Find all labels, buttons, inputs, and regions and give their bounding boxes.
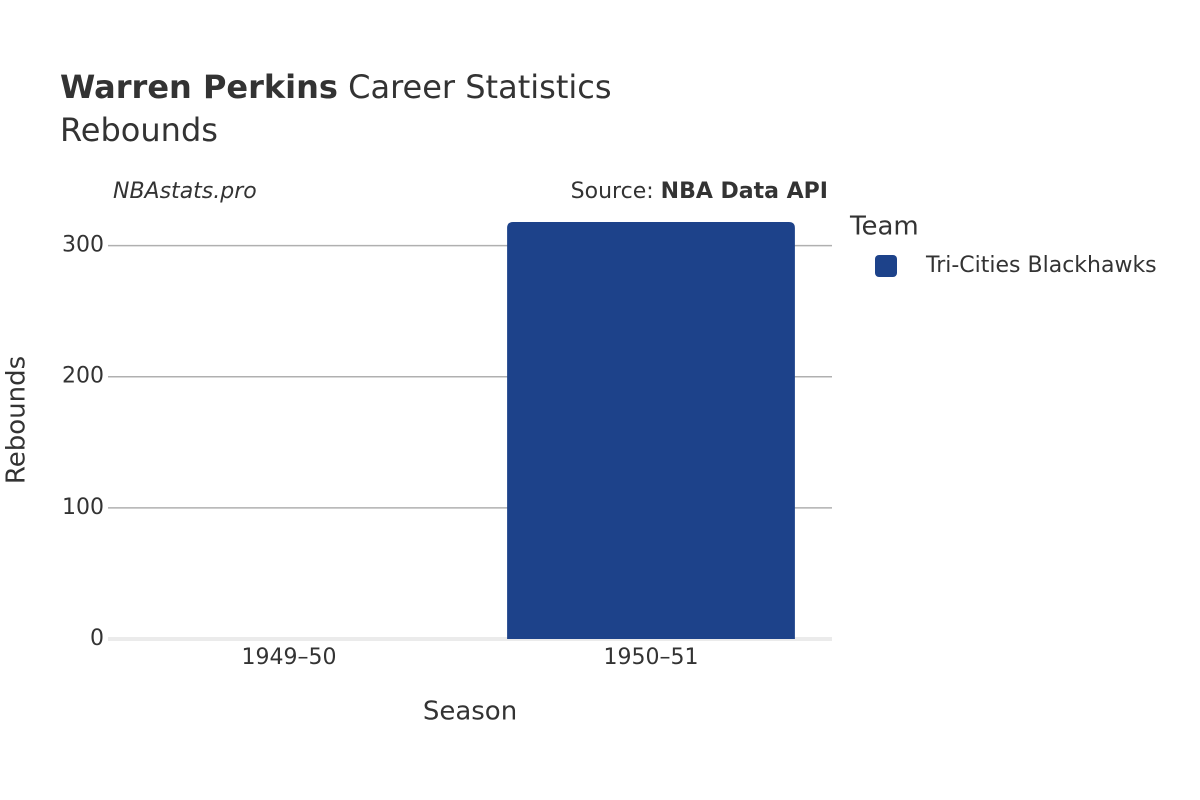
title-rest: Career Statistics	[348, 68, 611, 106]
x-axis-title: Season	[423, 697, 517, 727]
legend-title: Team	[849, 212, 919, 242]
source: Source: NBA Data API	[571, 179, 828, 204]
y-tick-label: 200	[62, 364, 104, 389]
source-label: Source:	[571, 179, 654, 204]
watermark: NBAstats.pro	[113, 179, 257, 204]
y-tick-label: 300	[62, 233, 104, 258]
x-tick-label: 1950–51	[604, 645, 699, 670]
x-tick-label: 1949–50	[242, 645, 337, 670]
source-name: NBA Data API	[661, 179, 828, 204]
y-tick-label: 0	[90, 626, 104, 651]
chart-title: Warren Perkins Career Statistics	[60, 68, 612, 106]
bar	[507, 221, 795, 639]
y-axis-title: Rebounds	[2, 356, 32, 484]
title-name: Warren Perkins	[60, 68, 338, 106]
legend-swatch	[875, 255, 897, 277]
chart-subtitle: Rebounds	[60, 111, 218, 149]
y-tick-label: 100	[62, 495, 104, 520]
legend-label: Tri-Cities Blackhawks	[925, 253, 1157, 278]
